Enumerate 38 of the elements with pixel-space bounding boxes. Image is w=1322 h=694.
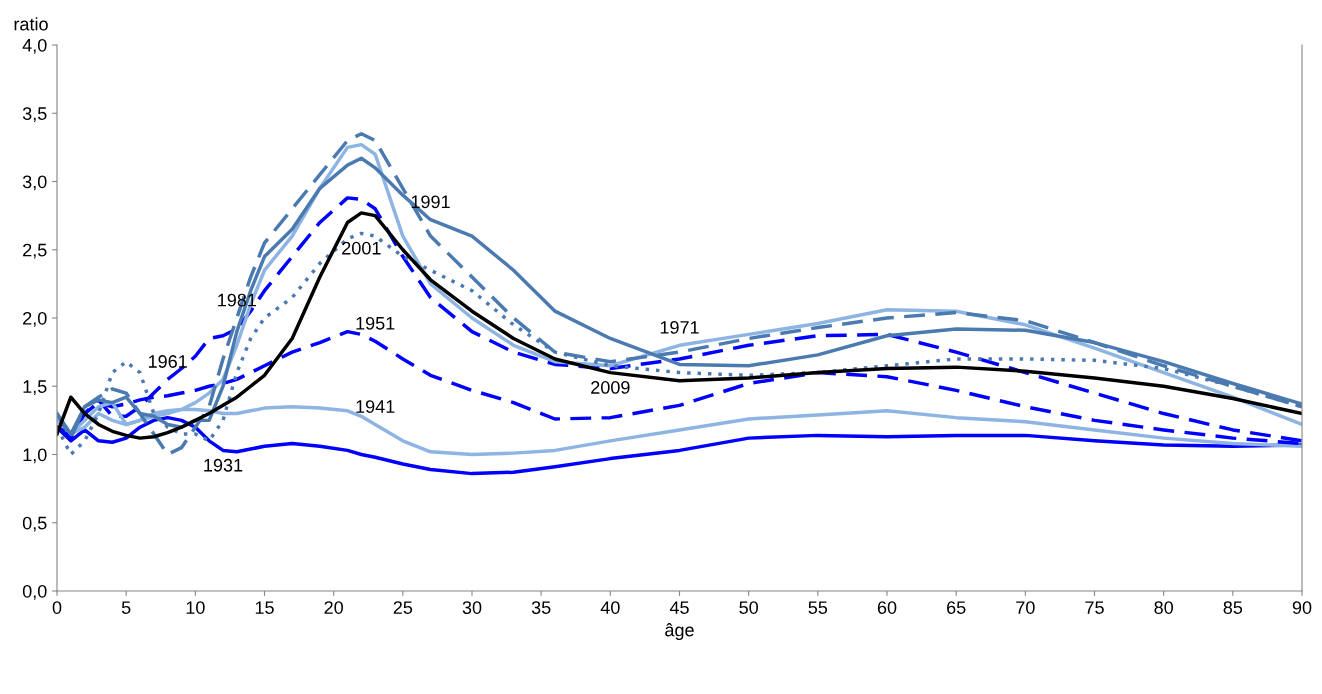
series-label: 1941 [356, 400, 395, 413]
x-axis-title: âge [665, 623, 694, 640]
y-tick-label: 0,0 [22, 584, 47, 600]
series-label: 1931 [204, 458, 243, 472]
y-tick-label: 2,0 [23, 311, 47, 327]
series-label: 1951 [356, 316, 395, 330]
y-tick-label: 3,0 [22, 175, 47, 191]
x-tick-label: 55 [808, 601, 828, 614]
x-tick-label: 90 [1292, 601, 1312, 614]
y-axis-title: ratio [14, 17, 48, 31]
x-tick-label: 45 [669, 601, 689, 614]
series-label: 1991 [411, 195, 450, 209]
series-label: 2001 [342, 241, 381, 255]
x-tick-label: 85 [1223, 601, 1243, 614]
x-tick-label: 80 [1154, 601, 1173, 614]
y-tick-label: 0,5 [22, 516, 47, 532]
y-tick-label: 1,5 [23, 380, 47, 396]
x-tick-label: 10 [186, 601, 205, 614]
x-tick-label: 0 [52, 601, 62, 614]
y-tick-label: 1,0 [23, 448, 47, 464]
x-tick-label: 35 [531, 601, 551, 614]
x-tick-label: 25 [393, 601, 413, 614]
series-label: 2009 [591, 381, 630, 394]
x-tick-label: 75 [1085, 601, 1104, 614]
x-tick-label: 70 [1016, 601, 1035, 614]
x-tick-label: 65 [947, 601, 966, 614]
x-tick-label: 60 [877, 601, 897, 614]
x-tick-label: 5 [121, 601, 131, 614]
y-tick-label: 2,5 [23, 243, 47, 259]
x-tick-label: 20 [324, 601, 343, 614]
series-label: 1971 [660, 320, 699, 334]
x-tick-label: 30 [462, 601, 482, 614]
x-tick-label: 40 [600, 601, 620, 614]
y-tick-label: 4,0 [22, 38, 47, 54]
y-tick-label: 3,5 [22, 107, 47, 123]
x-tick-label: 50 [739, 601, 758, 614]
series-label: 1961 [148, 355, 187, 368]
x-tick-label: 15 [255, 601, 274, 614]
